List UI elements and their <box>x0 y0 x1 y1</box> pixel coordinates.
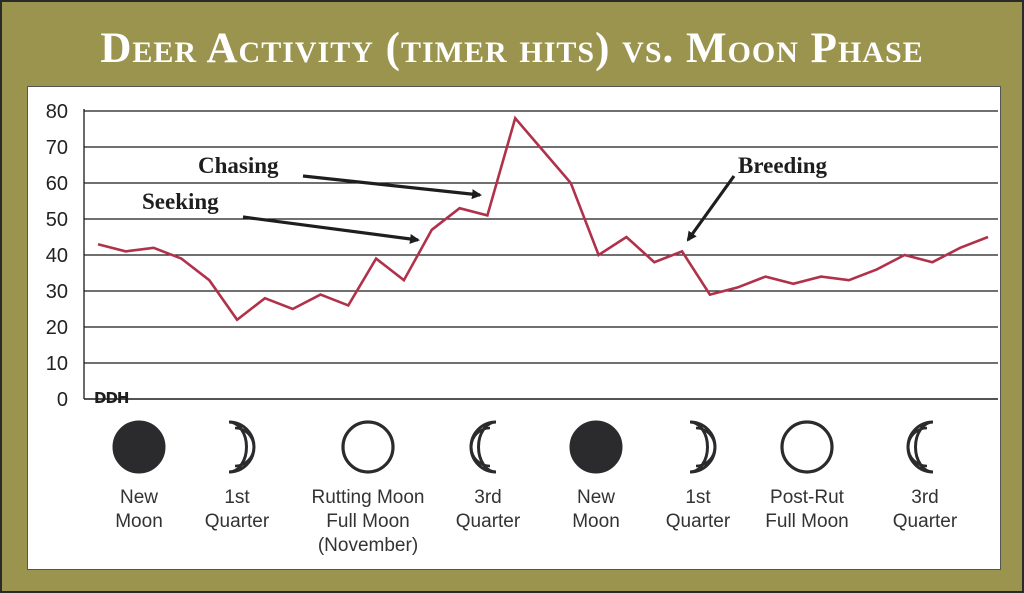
phase-label: (November) <box>318 535 418 556</box>
phase-label: New <box>120 487 158 508</box>
y-tick-label: 60 <box>46 173 68 195</box>
new-moon-icon <box>569 420 623 474</box>
crescent-inner-arc <box>695 426 716 468</box>
annotation-arrow <box>302 174 482 200</box>
phase-label: Quarter <box>893 511 958 532</box>
y-tick-label: 70 <box>46 137 68 159</box>
y-tick-label: 0 <box>57 389 68 411</box>
phase-label: Quarter <box>666 511 731 532</box>
annotation-breeding: Breeding <box>738 153 828 178</box>
y-tick-label: 50 <box>46 209 68 231</box>
phase-label: Rutting Moon <box>311 487 424 508</box>
full-moon-icon <box>341 420 395 474</box>
phase-label: Full Moon <box>765 511 848 532</box>
phase-label: Full Moon <box>326 511 409 532</box>
annotation-arrow <box>242 215 420 244</box>
full-moon-icon <box>780 420 834 474</box>
chart-title: Deer Activity (timer hits) vs. Moon Phas… <box>100 25 924 72</box>
new-moon-icon <box>112 420 166 474</box>
y-tick-label: 40 <box>46 245 68 267</box>
phase-label: Moon <box>572 511 620 532</box>
phase-label: 1st <box>224 487 250 508</box>
y-tick-label: 80 <box>46 101 68 123</box>
phase-label: Quarter <box>456 511 521 532</box>
y-tick-label: 20 <box>46 317 68 339</box>
phase-label: Quarter <box>205 511 270 532</box>
phase-label: Post-Rut <box>770 487 845 508</box>
crescent-inner-arc <box>907 426 928 468</box>
y-tick-label: 10 <box>46 353 68 375</box>
y-tick-label: 30 <box>46 281 68 303</box>
annotation-seeking: Seeking <box>142 189 219 214</box>
annotation-arrow <box>686 175 736 242</box>
ddh-logo: DDH <box>94 389 129 407</box>
phase-label: New <box>577 487 615 508</box>
phase-label: Moon <box>115 511 163 532</box>
annotation-chasing: Chasing <box>198 153 279 178</box>
phase-label: 1st <box>685 487 711 508</box>
crescent-inner-arc <box>234 426 255 468</box>
chart-panel: 0 10 20 30 40 50 60 70 80 Chasing Seeking Breeding N… <box>27 86 1001 570</box>
phase-label: 3rd <box>911 487 938 508</box>
crescent-inner-arc <box>470 426 491 468</box>
phase-label: 3rd <box>474 487 501 508</box>
line-chart: 0 10 20 30 40 50 60 70 80 Chasing Seeking Breeding N… <box>46 101 998 556</box>
